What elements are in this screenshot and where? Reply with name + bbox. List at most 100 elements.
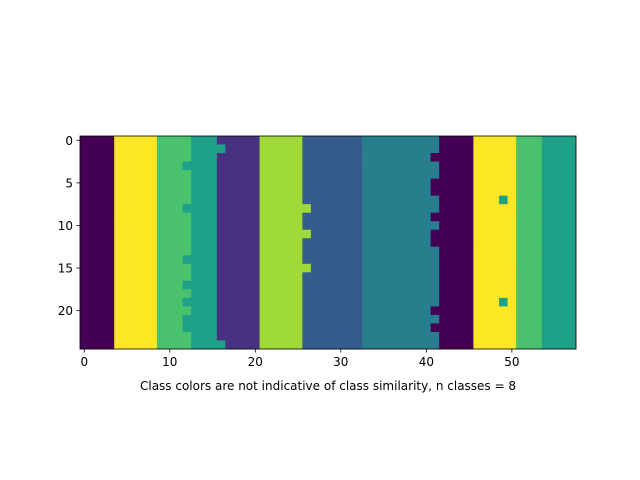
heatmap-cell-run: [516, 178, 543, 188]
heatmap-cell-run: [302, 161, 363, 171]
heatmap-cell-run: [541, 323, 577, 333]
heatmap-cell-run: [430, 229, 474, 239]
heatmap-cell-run: [473, 170, 517, 179]
heatmap-cell-run: [439, 289, 474, 299]
heatmap-cell-run: [310, 204, 363, 214]
heatmap-cell-run: [156, 280, 184, 290]
heatmap-cell-run: [439, 170, 474, 179]
heatmap-cell-run: [156, 178, 192, 188]
heatmap-cell-run: [114, 280, 158, 290]
heatmap-cell-run: [310, 263, 363, 273]
heatmap-cell-run: [114, 340, 158, 350]
heatmap-cell-run: [362, 246, 440, 256]
heatmap-cell-run: [156, 340, 192, 350]
heatmap-cell-run: [541, 144, 577, 154]
heatmap-cell-run: [80, 263, 115, 273]
heatmap-cell-run: [80, 306, 115, 316]
heatmap-cell-run: [473, 161, 517, 171]
heatmap-cell-run: [80, 221, 115, 231]
heatmap-cell-run: [439, 221, 474, 231]
heatmap-cell-run: [362, 306, 432, 316]
heatmap-cell-run: [516, 238, 543, 248]
heatmap-cell-run: [362, 136, 440, 145]
heatmap-cell-run: [80, 195, 115, 205]
heatmap-cell-run: [182, 161, 218, 171]
heatmap-cell-run: [156, 238, 192, 248]
heatmap-cell-run: [541, 331, 577, 341]
heatmap-cell-run: [114, 314, 158, 324]
heatmap-cell-run: [114, 229, 158, 239]
heatmap-cell-run: [259, 331, 303, 341]
heatmap-cell-run: [302, 212, 363, 222]
x-tick-label: 20: [248, 355, 263, 369]
heatmap-cell-run: [259, 323, 303, 333]
heatmap-cell-run: [516, 340, 543, 350]
heatmap-cell-run: [191, 195, 218, 205]
heatmap-cell-run: [80, 170, 115, 179]
heatmap-cell-run: [80, 204, 115, 214]
heatmap-cell-run: [216, 238, 260, 248]
heatmap-cell-run: [156, 170, 192, 179]
heatmap-cell-run: [216, 195, 260, 205]
heatmap-cell-run: [191, 263, 218, 273]
heatmap-cell-run: [114, 178, 158, 188]
heatmap-cell-run: [80, 136, 115, 145]
heatmap-cell-run: [516, 314, 543, 324]
heatmap-cell-run: [259, 187, 303, 197]
heatmap-cell-run: [302, 323, 363, 333]
heatmap-cell-run: [516, 289, 543, 299]
heatmap-cell-run: [191, 221, 218, 231]
heatmap-cell-run: [114, 187, 158, 197]
heatmap-cell-run: [302, 221, 363, 231]
heatmap-cell-run: [114, 221, 158, 231]
heatmap-cell-run: [302, 153, 363, 162]
heatmap-cell-run: [302, 340, 363, 350]
heatmap-cell-run: [80, 255, 115, 265]
heatmap-cell-run: [216, 229, 260, 239]
heatmap-cell-run: [302, 272, 363, 282]
heatmap-cell-run: [191, 144, 226, 154]
heatmap-cell-run: [114, 238, 158, 248]
heatmap-cell-run: [259, 161, 303, 171]
heatmap-cell-run: [191, 289, 218, 299]
heatmap-cell-run: [216, 187, 260, 197]
heatmap-cell-run: [80, 212, 115, 222]
heatmap-cell-run: [473, 153, 517, 162]
heatmap-cell-run: [516, 297, 543, 307]
heatmap-cell-run: [439, 161, 474, 171]
heatmap-cell-run: [362, 238, 432, 248]
heatmap-cell-run: [156, 272, 192, 282]
heatmap-cell-run: [156, 263, 192, 273]
heatmap-cell-run: [473, 136, 517, 145]
heatmap-cell-run: [362, 297, 440, 307]
heatmap-cell-run: [80, 280, 115, 290]
heatmap-cell-run: [80, 153, 115, 162]
heatmap-cell-run: [541, 229, 577, 239]
heatmap-cell-run: [302, 255, 363, 265]
heatmap-cell-run: [541, 280, 577, 290]
heatmap-cell-run: [516, 204, 543, 214]
heatmap-cell-run: [259, 136, 303, 145]
heatmap-cell-run: [541, 136, 577, 145]
heatmap-cell-run: [182, 323, 218, 333]
heatmap-cell-run: [541, 289, 577, 299]
heatmap-cell-run: [191, 238, 218, 248]
heatmap-cell-run: [541, 221, 577, 231]
heatmap-cell-run: [473, 289, 517, 299]
heatmap-cell-run: [499, 297, 508, 307]
heatmap-cell-run: [541, 340, 577, 350]
heatmap-cell-run: [473, 144, 517, 154]
heatmap-cell-run: [516, 331, 543, 341]
heatmap-cell-run: [216, 314, 260, 324]
heatmap-cell-run: [430, 178, 474, 188]
heatmap-cell-run: [259, 195, 303, 205]
heatmap-cell-run: [516, 229, 543, 239]
heatmap-cell-run: [516, 255, 543, 265]
heatmap-cell-run: [439, 246, 474, 256]
heatmap-cell-run: [259, 153, 303, 162]
heatmap-cell-run: [80, 187, 115, 197]
heatmap-cell-run: [473, 255, 517, 265]
heatmap-cell-run: [259, 212, 303, 222]
heatmap-cell-run: [191, 246, 218, 256]
